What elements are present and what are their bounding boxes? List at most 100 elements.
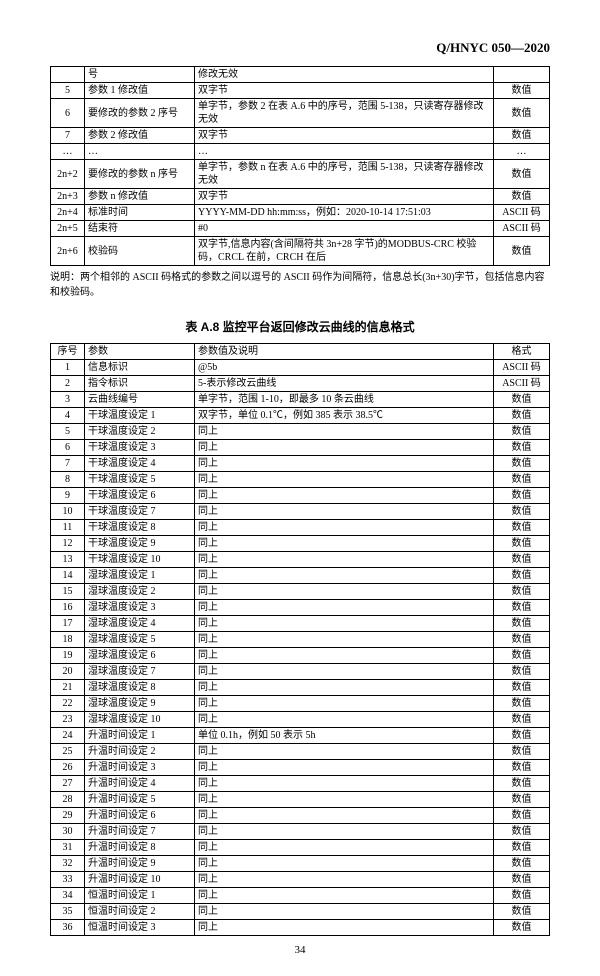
cell-seq: 9	[51, 488, 85, 504]
cell-desc: 同上	[195, 744, 494, 760]
cell-desc: 同上	[195, 440, 494, 456]
cell-seq: 31	[51, 840, 85, 856]
cell-fmt: 数值	[494, 392, 550, 408]
cell-param: 湿球温度设定 9	[85, 696, 195, 712]
cell-desc: 同上	[195, 584, 494, 600]
cell-seq: 36	[51, 920, 85, 936]
cell-desc: YYYY-MM-DD hh:mm:ss，例如：2020-10-14 17:51:…	[195, 205, 494, 221]
cell-seq: 2n+4	[51, 205, 85, 221]
cell-seq: 28	[51, 792, 85, 808]
cell-seq: 7	[51, 128, 85, 144]
cell-desc: 同上	[195, 648, 494, 664]
cell-desc: 同上	[195, 488, 494, 504]
cell-seq: 10	[51, 504, 85, 520]
cell-fmt: …	[494, 144, 550, 160]
table-row: 20湿球温度设定 7同上数值	[51, 664, 550, 680]
cell-param: 号	[85, 67, 195, 83]
table-row: 2n+6校验码双字节,信息内容(含间隔符共 3n+28 字节)的MODBUS-C…	[51, 237, 550, 266]
cell-fmt: 数值	[494, 616, 550, 632]
cell-fmt: 数值	[494, 824, 550, 840]
cell-param: 恒温时间设定 1	[85, 888, 195, 904]
cell-fmt: 数值	[494, 128, 550, 144]
cell-param: 湿球温度设定 3	[85, 600, 195, 616]
cell-seq: 16	[51, 600, 85, 616]
table-row: 2指令标识5-表示修改云曲线ASCII 码	[51, 376, 550, 392]
cell-param: 湿球温度设定 5	[85, 632, 195, 648]
cell-param: 湿球温度设定 8	[85, 680, 195, 696]
table-header-row: 序号 参数 参数值及说明 格式	[51, 344, 550, 360]
cell-desc: …	[195, 144, 494, 160]
cell-seq: 26	[51, 760, 85, 776]
table-row: 17湿球温度设定 4同上数值	[51, 616, 550, 632]
cell-fmt: 数值	[494, 408, 550, 424]
cell-param: 云曲线编号	[85, 392, 195, 408]
cell-desc: 同上	[195, 536, 494, 552]
cell-param: 升温时间设定 2	[85, 744, 195, 760]
cell-param: 湿球温度设定 10	[85, 712, 195, 728]
cell-fmt: 数值	[494, 920, 550, 936]
cell-seq: 4	[51, 408, 85, 424]
cell-desc: 同上	[195, 760, 494, 776]
cell-fmt: 数值	[494, 680, 550, 696]
col-header-desc: 参数值及说明	[195, 344, 494, 360]
cell-fmt: 数值	[494, 456, 550, 472]
cell-param: 参数 1 修改值	[85, 83, 195, 99]
cell-fmt: 数值	[494, 600, 550, 616]
table-row: 2n+3参数 n 修改值双字节数值	[51, 189, 550, 205]
cell-desc: 同上	[195, 424, 494, 440]
table-row: 10干球温度设定 7同上数值	[51, 504, 550, 520]
table-row: 2n+4标准时间YYYY-MM-DD hh:mm:ss，例如：2020-10-1…	[51, 205, 550, 221]
cell-fmt: 数值	[494, 696, 550, 712]
cell-seq: 2n+5	[51, 221, 85, 237]
cell-seq: 6	[51, 440, 85, 456]
table-row: 12干球温度设定 9同上数值	[51, 536, 550, 552]
cell-param: 参数 2 修改值	[85, 128, 195, 144]
table-row: 6要修改的参数 2 序号单字节，参数 2 在表 A.6 中的序号，范围 5-13…	[51, 99, 550, 128]
table-row: 34恒温时间设定 1同上数值	[51, 888, 550, 904]
cell-param: 湿球温度设定 4	[85, 616, 195, 632]
cell-desc: 同上	[195, 920, 494, 936]
cell-desc: 同上	[195, 840, 494, 856]
cell-param: 干球温度设定 10	[85, 552, 195, 568]
cell-fmt: 数值	[494, 664, 550, 680]
table-row: 21湿球温度设定 8同上数值	[51, 680, 550, 696]
cell-fmt: ASCII 码	[494, 205, 550, 221]
cell-param: 校验码	[85, 237, 195, 266]
table-row: 14湿球温度设定 1同上数值	[51, 568, 550, 584]
cell-seq: 2n+3	[51, 189, 85, 205]
cell-fmt: 数值	[494, 792, 550, 808]
cell-param: 结束符	[85, 221, 195, 237]
col-header-param: 参数	[85, 344, 195, 360]
cell-seq: 30	[51, 824, 85, 840]
cell-param: 升温时间设定 1	[85, 728, 195, 744]
cell-desc: 单字节，范围 1-10，即最多 10 条云曲线	[195, 392, 494, 408]
cell-fmt: ASCII 码	[494, 221, 550, 237]
cell-param: 恒温时间设定 3	[85, 920, 195, 936]
cell-fmt: 数值	[494, 760, 550, 776]
cell-desc: 双字节	[195, 189, 494, 205]
cell-seq: 13	[51, 552, 85, 568]
table-row: 30升温时间设定 7同上数值	[51, 824, 550, 840]
cell-fmt: 数值	[494, 712, 550, 728]
cell-seq: 22	[51, 696, 85, 712]
table-row: 号修改无效	[51, 67, 550, 83]
col-header-seq: 序号	[51, 344, 85, 360]
cell-fmt: 数值	[494, 160, 550, 189]
table-a8-caption: 表 A.8 监控平台返回修改云曲线的信息格式	[50, 318, 550, 335]
cell-fmt: 数值	[494, 536, 550, 552]
doc-header: Q/HNYC 050—2020	[50, 40, 550, 56]
cell-seq: 19	[51, 648, 85, 664]
cell-seq: 12	[51, 536, 85, 552]
cell-seq: 18	[51, 632, 85, 648]
cell-seq: 34	[51, 888, 85, 904]
table-row: 5参数 1 修改值双字节数值	[51, 83, 550, 99]
cell-fmt: 数值	[494, 648, 550, 664]
cell-param: 湿球温度设定 2	[85, 584, 195, 600]
table-row: 18湿球温度设定 5同上数值	[51, 632, 550, 648]
cell-fmt: 数值	[494, 99, 550, 128]
cell-desc: 双字节	[195, 83, 494, 99]
cell-desc: 双字节,信息内容(含间隔符共 3n+28 字节)的MODBUS-CRC 校验码，…	[195, 237, 494, 266]
table-row: 32升温时间设定 9同上数值	[51, 856, 550, 872]
table-row: 29升温时间设定 6同上数值	[51, 808, 550, 824]
cell-fmt: 数值	[494, 728, 550, 744]
